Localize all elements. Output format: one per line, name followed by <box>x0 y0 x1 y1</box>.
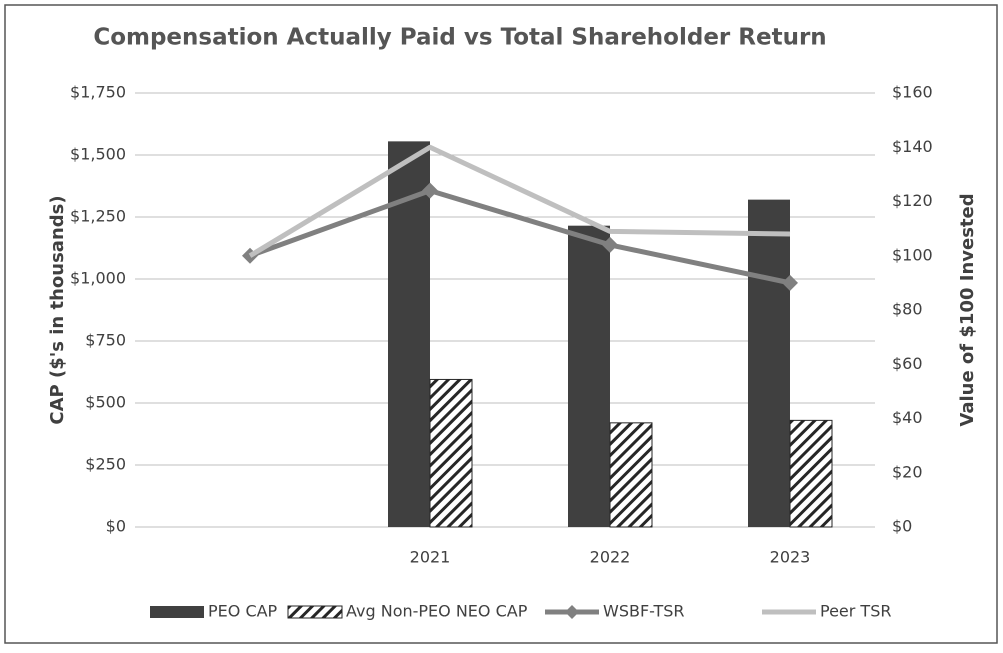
x-tick-label: 2021 <box>410 548 451 567</box>
y-tick-label: $1,750 <box>70 83 126 102</box>
x-tick-label: 2023 <box>770 548 811 567</box>
y-tick-label: $500 <box>85 393 126 412</box>
legend-label: WSBF-TSR <box>603 602 685 621</box>
y-tick-label: $0 <box>106 517 126 536</box>
line <box>249 188 791 286</box>
frame <box>4 4 998 644</box>
y2-tick-label: $20 <box>892 462 923 481</box>
x-tick-label: 2022 <box>590 548 631 567</box>
bar <box>789 419 833 528</box>
bar <box>568 225 610 527</box>
y2-tick-label: $160 <box>892 83 933 102</box>
y-tick-label: $1,250 <box>70 207 126 226</box>
y2-tick-label: $100 <box>892 245 933 264</box>
marker <box>422 182 438 199</box>
legend-label: PEO CAP <box>208 602 278 621</box>
y2-tick-label: $0 <box>892 517 912 536</box>
y-tick-label: $250 <box>85 455 126 474</box>
y-tick-label: $1,500 <box>70 145 126 164</box>
y2-tick-label: $140 <box>892 137 933 156</box>
marker <box>782 274 798 291</box>
marker <box>602 236 618 253</box>
y2-tick-label: $40 <box>892 408 923 427</box>
y-axis-title: CAP ($'s in thousands) <box>47 195 68 424</box>
y2-axis-title: Value of $100 Invested <box>957 193 978 426</box>
line <box>248 144 791 258</box>
legend-label: Peer TSR <box>820 602 891 621</box>
legend-swatch <box>150 606 204 618</box>
bar <box>748 199 790 527</box>
y2-tick-label: $120 <box>892 191 933 210</box>
bar <box>609 422 653 528</box>
y2-tick-label: $60 <box>892 354 923 373</box>
y2-tick-label: $80 <box>892 300 923 319</box>
chart-title: Compensation Actually Paid vs Total Shar… <box>93 25 826 51</box>
bar <box>429 378 473 528</box>
legend-label: Avg Non-PEO NEO CAP <box>346 602 528 621</box>
legend-swatch <box>287 605 343 619</box>
legend-marker <box>565 605 579 619</box>
y-tick-label: $750 <box>85 331 126 350</box>
y-tick-label: $1,000 <box>70 269 126 288</box>
